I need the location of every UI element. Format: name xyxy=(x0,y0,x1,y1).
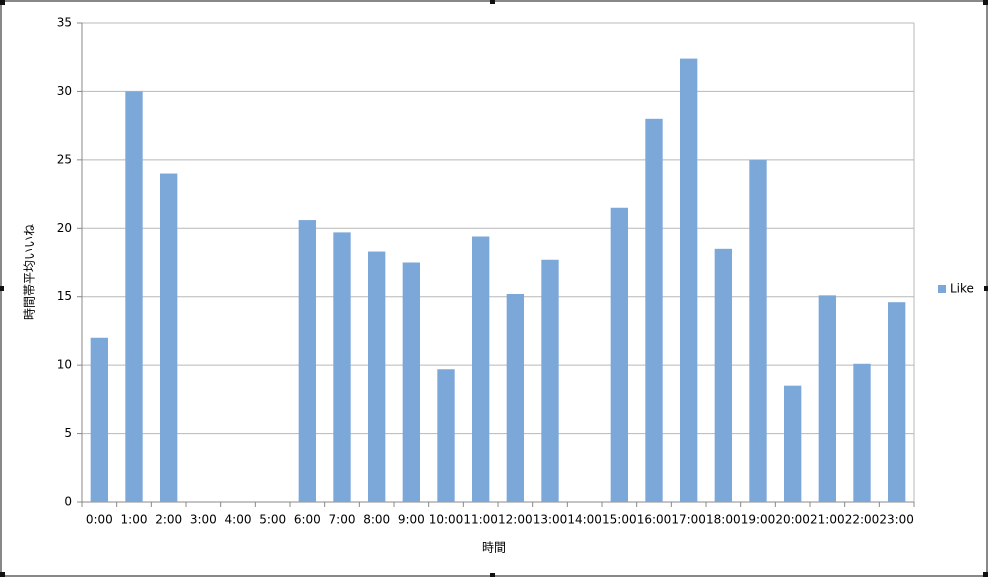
x-tick-label: 23:00 xyxy=(879,513,914,527)
bar xyxy=(437,369,455,502)
x-tick-label: 3:00 xyxy=(190,513,217,527)
bar xyxy=(541,259,559,502)
bar xyxy=(610,207,628,502)
bar xyxy=(160,173,178,503)
legend-swatch xyxy=(938,285,946,293)
x-tick-label: 5:00 xyxy=(259,513,286,527)
bar xyxy=(714,248,732,502)
x-tick-label: 0:00 xyxy=(86,513,113,527)
bar xyxy=(298,220,316,502)
x-tick-label: 12:00 xyxy=(498,513,533,527)
bar xyxy=(333,232,351,503)
bar xyxy=(784,385,802,502)
x-tick-label: 9:00 xyxy=(398,513,425,527)
x-tick-label: 10:00 xyxy=(429,513,464,527)
y-tick-label: 25 xyxy=(57,152,72,166)
bar xyxy=(402,262,420,502)
bar xyxy=(680,58,698,502)
x-tick-label: 8:00 xyxy=(363,513,390,527)
bar xyxy=(506,293,524,502)
x-tick-label: 19:00 xyxy=(741,513,776,527)
bar xyxy=(888,302,906,502)
x-axis-label: 時間 xyxy=(482,541,506,555)
x-tick-label: 17:00 xyxy=(671,513,706,527)
bar xyxy=(645,118,663,503)
bar xyxy=(818,295,836,502)
bar xyxy=(749,159,767,502)
x-tick-label: 21:00 xyxy=(810,513,845,527)
x-tick-label: 20:00 xyxy=(775,513,810,527)
bar xyxy=(368,251,386,502)
x-tick-label: 4:00 xyxy=(225,513,252,527)
bar xyxy=(853,363,871,502)
x-tick-label: 6:00 xyxy=(294,513,321,527)
y-tick-label: 0 xyxy=(64,495,72,509)
y-tick-label: 30 xyxy=(57,84,72,98)
x-tick-label: 7:00 xyxy=(329,513,356,527)
x-tick-label: 11:00 xyxy=(463,513,498,527)
x-tick-label: 22:00 xyxy=(845,513,880,527)
x-tick-label: 16:00 xyxy=(637,513,672,527)
x-tick-label: 2:00 xyxy=(155,513,182,527)
bar xyxy=(90,337,108,502)
y-tick-label: 35 xyxy=(57,16,72,30)
y-tick-label: 20 xyxy=(57,221,72,235)
x-tick-label: 15:00 xyxy=(602,513,637,527)
y-tick-label: 15 xyxy=(57,289,72,303)
y-axis-label: 時間帯平均いいね xyxy=(23,224,37,320)
x-tick-label: 1:00 xyxy=(121,513,148,527)
legend-label: Like xyxy=(950,282,974,296)
y-tick-label: 10 xyxy=(57,358,72,372)
x-tick-label: 14:00 xyxy=(567,513,602,527)
x-tick-label: 18:00 xyxy=(706,513,741,527)
bar xyxy=(125,91,143,502)
bar xyxy=(472,236,490,503)
y-tick-label: 5 xyxy=(64,426,72,440)
x-tick-label: 13:00 xyxy=(533,513,568,527)
